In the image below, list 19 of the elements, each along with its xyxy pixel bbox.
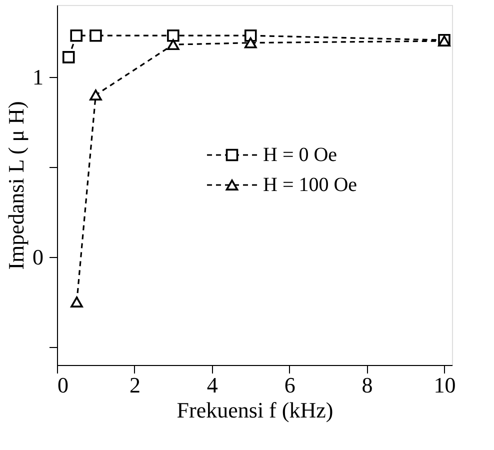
x-tick-label: 10 — [434, 372, 456, 398]
x-tick-label: 0 — [58, 372, 68, 398]
y-tick-label: 1 — [32, 64, 44, 90]
x-tick-label: 6 — [284, 372, 296, 398]
point — [244, 37, 257, 48]
point — [70, 296, 83, 308]
y-axis-title: Impedansi L ( μ H) — [4, 101, 28, 270]
x-tick-label: 2 — [129, 372, 140, 398]
x-axis-title: Frekuensi f (kHz) — [176, 398, 334, 422]
x-tick-label: 4 — [206, 372, 218, 398]
point — [70, 29, 83, 42]
point — [90, 29, 102, 42]
legend-label: H = 100 Oe — [263, 174, 358, 196]
point — [167, 39, 180, 50]
point — [62, 51, 75, 64]
legend-label: H = 0 Oe — [263, 144, 338, 166]
point — [167, 29, 180, 42]
x-tick-label: 8 — [362, 372, 373, 398]
point — [90, 90, 102, 100]
